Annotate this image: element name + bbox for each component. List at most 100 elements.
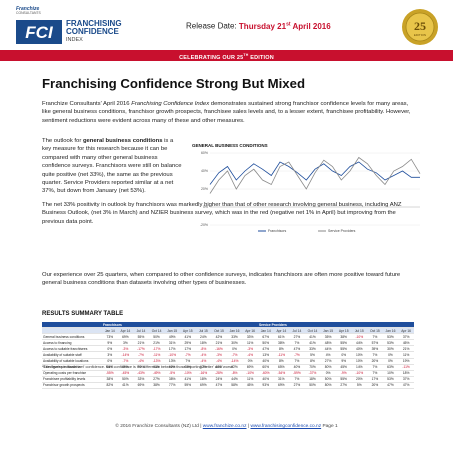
table-cell: 0% [335, 351, 352, 359]
page-title: Franchising Confidence Strong But Mixed [42, 76, 306, 91]
table-cell: 53% [382, 376, 399, 383]
results-table: Franchisors Service Providers Jan 14 Apr 14… [42, 322, 414, 390]
logo-line-1: FRANCHISING [66, 19, 122, 28]
table-cell: 69% [117, 364, 134, 371]
table-row-label: Franchisor growth prospects [42, 382, 102, 390]
celebration-banner: CELEBRATING OUR 25TH EDITION [0, 50, 453, 61]
table-cell: 9% [335, 358, 352, 365]
table-cell: 45% [335, 364, 352, 371]
table-cell: 63% [211, 364, 227, 371]
table-cell: 27% [148, 376, 165, 383]
table-cell: 17% [179, 345, 196, 353]
table-cell: -28% [211, 370, 227, 377]
table-cell: 24% [195, 333, 212, 341]
table-cell: 39% [367, 345, 383, 353]
franchize-logo-sub: CONSULTANTS [16, 11, 41, 15]
table-cell: 77% [164, 382, 180, 390]
table-cell: 62% [226, 364, 243, 371]
table-cell: 50% [257, 339, 274, 347]
chart-series-line [209, 161, 420, 185]
table-row-label: General business conditions [42, 333, 102, 341]
chart-y-tick-label: -20% [200, 223, 208, 227]
table-cell: 64% [102, 364, 118, 371]
table-cell: -10% [179, 370, 196, 377]
table-cell: 0% [226, 345, 243, 353]
table-period-header: Apr 14 [117, 327, 134, 335]
table-cell: 62% [164, 364, 180, 371]
table-period-header: Oct 15 [211, 327, 227, 335]
table-cell: 40% [351, 345, 368, 353]
table-period-header: Jul 15 [195, 327, 212, 335]
franchize-link[interactable]: www.franchize.co.nz [202, 424, 247, 429]
table-cell: -10% [164, 351, 180, 359]
table-cell: 40% [257, 376, 274, 383]
table-row-label: Operating costs per franchise [42, 370, 102, 377]
franchize-logo: Franchize CONSULTANTS [16, 6, 54, 18]
table-cell: 45% [242, 382, 258, 390]
table-cell: 33% [304, 345, 321, 353]
table-cell: 11% [398, 351, 414, 359]
table-cell: 8% [273, 345, 290, 353]
table-cell: 50% [148, 333, 165, 341]
release-date-sup: st [286, 21, 291, 27]
table-cell: 27% [335, 382, 352, 390]
table-cell: 11% [242, 339, 258, 347]
table-period-header: Jan 15 [164, 327, 180, 335]
chart-legend-label: Service Providers [328, 229, 356, 233]
table-cell: -60% [257, 370, 274, 377]
table-cell: 41% [179, 376, 196, 383]
chart-series-line [209, 156, 421, 194]
table-period-header: Jul 14 [289, 327, 305, 335]
p1-pre: The outlook for [42, 138, 83, 144]
table-cell: 21% [133, 339, 149, 347]
table-cell: 20% [367, 382, 383, 390]
table-cell: 40% [257, 358, 274, 365]
table-cell: 13% [164, 358, 180, 365]
table-cell: 58% [226, 382, 243, 390]
table-cell: 27% [320, 358, 336, 365]
table-cell: 69% [242, 364, 258, 371]
release-date: Release Date: Thursday 21st April 2016 [186, 21, 331, 31]
table-cell: 3% [102, 351, 118, 359]
table-cell: 8% [273, 358, 290, 365]
table-cell: 18% [195, 339, 212, 347]
table-cell: 20% [351, 376, 368, 383]
table-cell: 33% [133, 376, 149, 383]
table-cell: 9% [102, 339, 118, 347]
fci-link[interactable]: www.franchisingconfidence.co.nz [250, 424, 322, 429]
table-period-header: Apr 14 [273, 327, 290, 335]
table-cell: 4% [320, 351, 336, 359]
table-period-header: Apr 16 [398, 327, 414, 335]
table-cell: 38% [335, 333, 352, 341]
table-period-header: Jan 16 [226, 327, 243, 335]
table-cell: 7% [367, 351, 383, 359]
release-date-value: Thursday 21 [238, 21, 287, 31]
table-corner [42, 322, 102, 329]
table-cell: -55% [102, 370, 118, 377]
table-cell: 7% [179, 358, 196, 365]
table-cell: 19% [398, 358, 414, 365]
table-period-header: Jan 14 [102, 327, 118, 335]
25th-edition-seal-icon: 25 EDITION [402, 9, 438, 45]
table-cell: 35% [320, 333, 336, 341]
table-cell: 50% [304, 382, 321, 390]
table-cell: -10% [351, 370, 368, 377]
table-cell: 5% [351, 382, 368, 390]
table-cell: 41% [117, 382, 134, 390]
table-cell: 21% [148, 339, 165, 347]
table-cell: -16% [195, 370, 212, 377]
table-cell: 38% [102, 376, 118, 383]
table-cell: 38% [273, 339, 290, 347]
table-cell: 13% [257, 351, 274, 359]
table-cell: 27% [289, 333, 305, 341]
intro-rest: demonstrates sustained strong franchisor… [42, 101, 411, 124]
table-period-header: Oct 15 [367, 327, 383, 335]
table-cell: 50% [320, 376, 336, 383]
table-cell: 29% [179, 339, 196, 347]
table-cell: 69% [273, 382, 290, 390]
table-cell: 3% [117, 339, 134, 347]
table-cell: 38% [164, 376, 180, 383]
table-cell: 18% [398, 370, 414, 377]
table-row: Sales levels per franchise 64% 69% 70% 63% 62… [42, 364, 414, 371]
table-cell: 0% [382, 351, 399, 359]
